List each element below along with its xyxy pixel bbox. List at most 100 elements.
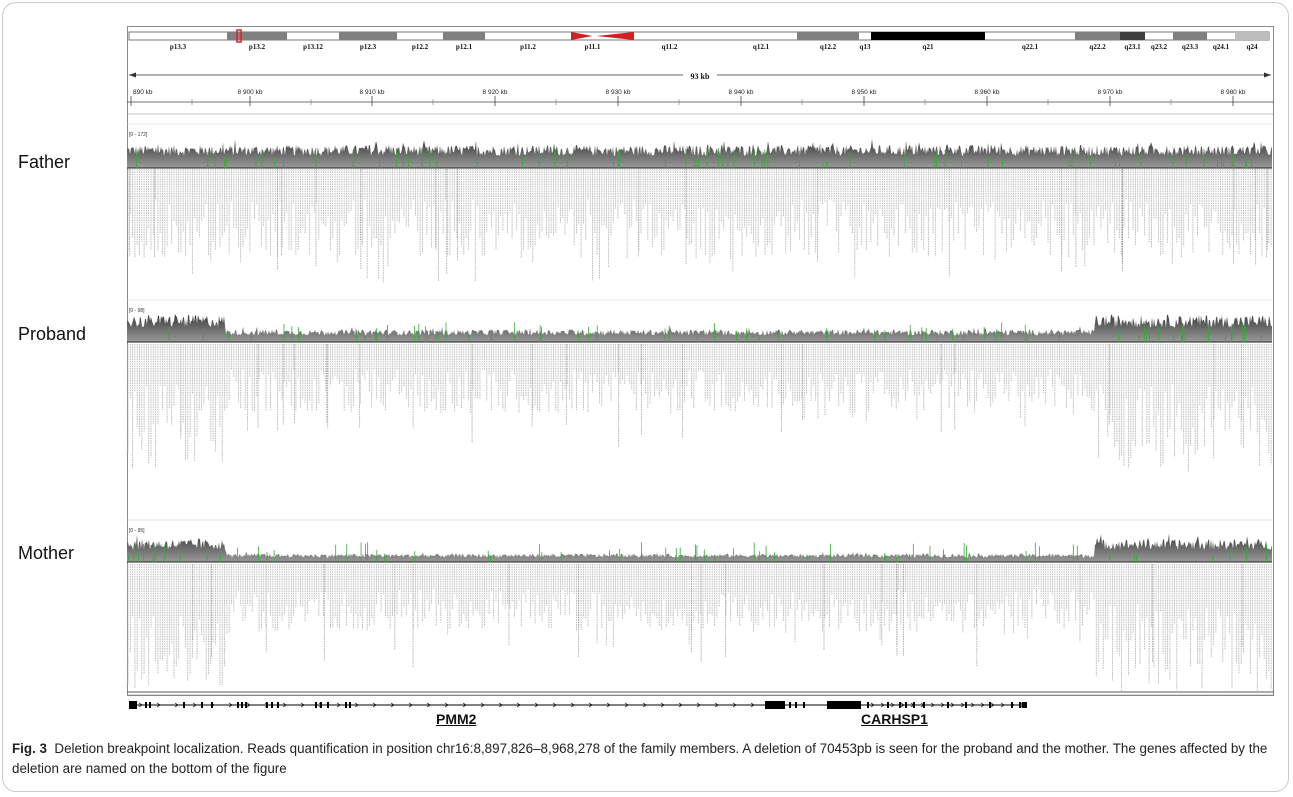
exon [827, 701, 861, 709]
band-label: p13.12 [303, 43, 323, 51]
strand-arrow [336, 702, 341, 708]
exon [947, 702, 949, 708]
strand-arrow [282, 702, 287, 708]
exon [129, 701, 137, 709]
ruler-tick-label: 8 980 kb [1221, 89, 1246, 96]
strand-arrow [930, 702, 935, 708]
exon [905, 702, 907, 708]
strand-arrow [300, 702, 305, 708]
strand-arrow [138, 702, 143, 708]
strand-arrow [534, 702, 539, 708]
ideogram-band [1235, 32, 1269, 40]
band-label: p11.1 [585, 43, 601, 51]
band-label: q11.2 [662, 43, 678, 51]
exon [989, 702, 991, 708]
ideogram-band [227, 32, 287, 40]
strand-arrow [900, 702, 905, 708]
ruler-tick-label: 8 900 kb [238, 89, 263, 96]
span-arrow-right [1264, 72, 1271, 78]
coverage-area [127, 533, 1272, 562]
ruler-tick-label: 8 950 kb [852, 89, 877, 96]
strand-arrow [970, 702, 975, 708]
track-mother: [0 - 95] [127, 519, 1272, 693]
exon [965, 702, 967, 708]
ideogram-band [1075, 32, 1120, 40]
exon [241, 702, 243, 708]
strand-arrow [660, 702, 665, 708]
strand-arrow [714, 702, 719, 708]
sample-label-mother: Mother [18, 543, 75, 563]
exon [315, 702, 317, 708]
strand-arrow [920, 702, 925, 708]
exon [245, 702, 247, 708]
gene-model-pmm2 [129, 701, 765, 709]
strand-arrow [498, 702, 503, 708]
ruler-tick-label: 8 940 kb [729, 89, 754, 96]
strand-arrow [606, 702, 611, 708]
exon [266, 702, 268, 708]
exon [899, 702, 901, 708]
strand-arrow [408, 702, 413, 708]
exon [211, 702, 213, 708]
strand-arrow [156, 702, 161, 708]
ideogram-band [1173, 32, 1207, 40]
exon [327, 702, 329, 708]
exon [1019, 702, 1021, 708]
strand-arrow [890, 702, 895, 708]
exon [789, 702, 791, 708]
strand-arrow [390, 702, 395, 708]
strand-arrow [980, 702, 985, 708]
ideogram-and-ruler: p13.3 p13.2 p13.12 p12.3 p12.2 p12.1 p11.2 p11.… [127, 29, 1274, 115]
caption-prefix: Fig. 3 [12, 741, 47, 756]
ideogram-band [797, 32, 859, 40]
ideogram-band [1120, 32, 1145, 40]
strand-arrow [426, 702, 431, 708]
exon [1011, 702, 1013, 708]
ruler-tick-label: 8 960 kb [975, 89, 1000, 96]
centromere-left [571, 32, 593, 40]
ideogram-band [871, 32, 985, 40]
band-label: p12.2 [412, 43, 429, 51]
band-label: q22.1 [1022, 43, 1039, 51]
strand-arrow [1010, 702, 1015, 708]
strand-arrow [318, 702, 323, 708]
exon [765, 701, 785, 709]
strand-arrow [372, 702, 377, 708]
gene-label-carhsp1: CARHSP1 [861, 711, 928, 727]
strand-arrow [588, 702, 593, 708]
strand-arrow [462, 702, 467, 708]
span-label: 93 kb [691, 72, 710, 81]
strand-arrow [990, 702, 995, 708]
band-label: p12.1 [456, 43, 473, 51]
band-label: q12.2 [820, 43, 837, 51]
ideogram-band [443, 32, 485, 40]
strand-arrow [642, 702, 647, 708]
coverage-range-label: [0 - 172] [129, 132, 148, 138]
exon [237, 702, 239, 708]
strand-arrow [480, 702, 485, 708]
strand-arrow [950, 702, 955, 708]
strand-arrow [624, 702, 629, 708]
exon [183, 702, 185, 708]
strand-arrow [678, 702, 683, 708]
track-father: [0 - 172] [127, 123, 1272, 283]
span-arrow-left [129, 72, 136, 78]
exon [345, 702, 347, 708]
exon [271, 702, 273, 708]
strand-arrow [750, 702, 755, 708]
ruler-tick-label: 8 970 kb [1098, 89, 1123, 96]
ruler-tick-label: 890 kb [133, 89, 153, 96]
strand-arrow [516, 702, 521, 708]
strand-arrow [354, 702, 359, 708]
band-label: q23.1 [1124, 43, 1141, 51]
strand-arrow [960, 702, 965, 708]
alignment-tracks: [0 - 172] [0 - 98] [0 - 95] [127, 123, 1272, 693]
strand-arrow [444, 702, 449, 708]
coverage-range-label: [0 - 98] [129, 308, 145, 314]
figure-caption: Fig. 3 Deletion breakpoint localization.… [12, 739, 1280, 779]
caption-text: Deletion breakpoint localization. Reads … [12, 741, 1268, 776]
track-proband: [0 - 98] [127, 299, 1272, 472]
band-label: q13 [860, 43, 871, 51]
sample-label-proband: Proband [18, 324, 87, 344]
band-label: q23.3 [1182, 43, 1199, 51]
